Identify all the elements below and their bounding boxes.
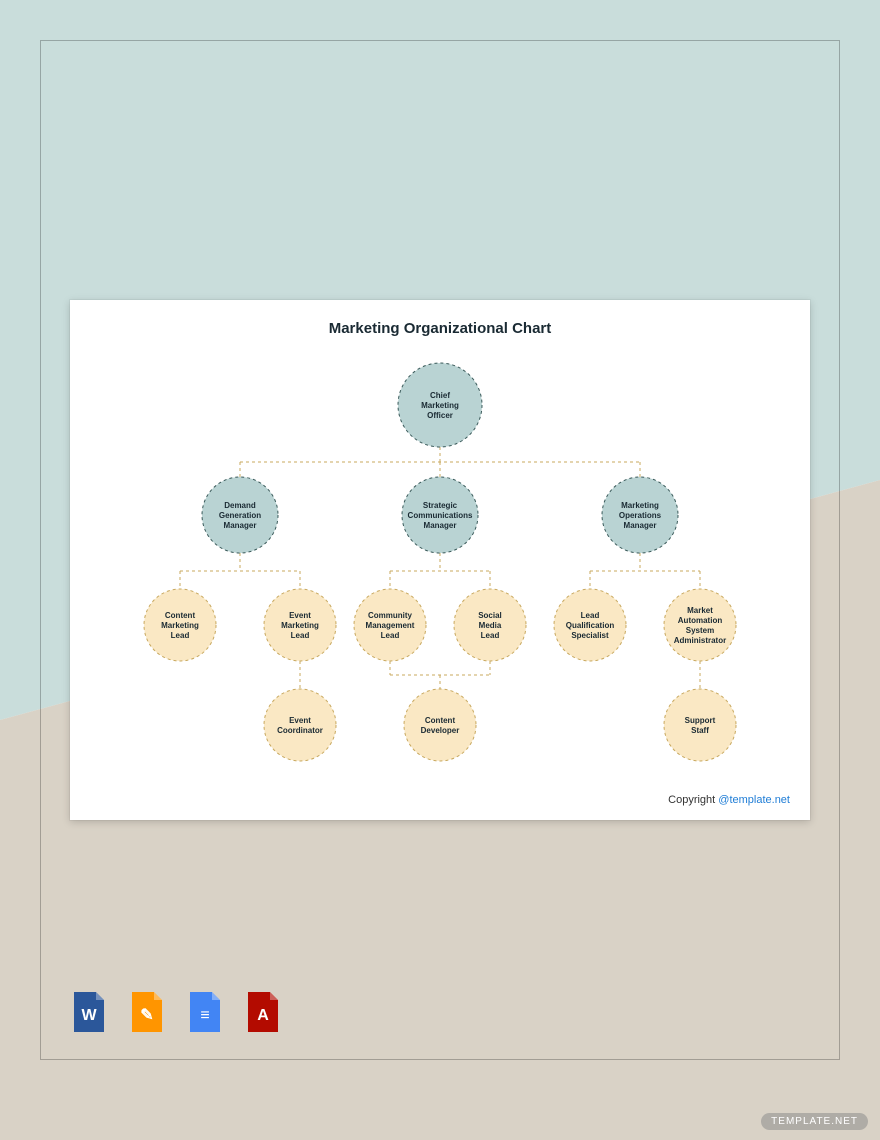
svg-text:Lead: Lead: [291, 631, 310, 640]
word-icon: W: [70, 990, 108, 1034]
svg-text:Content: Content: [425, 716, 456, 725]
svg-text:Specialist: Specialist: [571, 631, 609, 640]
svg-text:Lead: Lead: [481, 631, 500, 640]
svg-text:Lead: Lead: [581, 611, 600, 620]
node-strat-comm-mgr: StrategicCommunicationsManager: [402, 477, 478, 553]
svg-text:Administrator: Administrator: [674, 636, 726, 645]
svg-text:Manager: Manager: [224, 521, 257, 530]
svg-text:Operations: Operations: [619, 511, 662, 520]
svg-text:Market: Market: [687, 606, 713, 615]
svg-text:Support: Support: [685, 716, 716, 725]
node-mkt-ops-mgr: MarketingOperationsManager: [602, 477, 678, 553]
node-social-media-lead: SocialMediaLead: [454, 589, 526, 661]
svg-text:≡: ≡: [200, 1007, 209, 1024]
chart-title: Marketing Organizational Chart: [70, 320, 810, 337]
svg-text:Marketing: Marketing: [621, 501, 659, 510]
svg-text:Event: Event: [289, 716, 311, 725]
pdf-icon: A: [244, 990, 282, 1034]
gdocs-icon: ≡: [186, 990, 224, 1034]
node-lead-qual-specialist: LeadQualificationSpecialist: [554, 589, 626, 661]
svg-text:Officer: Officer: [427, 411, 453, 420]
node-support-staff: SupportStaff: [664, 689, 736, 761]
chart-card: Marketing Organizational Chart ChiefMark…: [70, 300, 810, 820]
svg-text:Marketing: Marketing: [421, 401, 459, 410]
svg-text:Developer: Developer: [421, 726, 460, 735]
svg-text:Generation: Generation: [219, 511, 261, 520]
watermark-badge: TEMPLATE.NET: [761, 1113, 868, 1130]
svg-text:Chief: Chief: [430, 391, 450, 400]
node-content-mkt-lead: ContentMarketingLead: [144, 589, 216, 661]
node-content-developer: ContentDeveloper: [404, 689, 476, 761]
svg-text:Staff: Staff: [691, 726, 709, 735]
svg-text:✎: ✎: [140, 1007, 153, 1024]
svg-text:Coordinator: Coordinator: [277, 726, 323, 735]
svg-text:Communications: Communications: [408, 511, 473, 520]
node-event-mkt-lead: EventMarketingLead: [264, 589, 336, 661]
svg-text:Strategic: Strategic: [423, 501, 458, 510]
svg-text:Marketing: Marketing: [281, 621, 319, 630]
node-demand-gen-mgr: DemandGenerationManager: [202, 477, 278, 553]
svg-text:Social: Social: [478, 611, 502, 620]
node-event-coordinator: EventCoordinator: [264, 689, 336, 761]
svg-text:Qualification: Qualification: [566, 621, 615, 630]
node-community-mgmt-lead: CommunityManagementLead: [354, 589, 426, 661]
svg-text:W: W: [81, 1007, 97, 1024]
copyright-link[interactable]: @template.net: [718, 794, 790, 806]
svg-text:Content: Content: [165, 611, 196, 620]
svg-text:Community: Community: [368, 611, 413, 620]
node-mkt-auto-admin: MarketAutomationSystemAdministrator: [664, 589, 736, 661]
svg-text:Manager: Manager: [424, 521, 457, 530]
svg-text:A: A: [257, 1007, 269, 1024]
svg-text:Marketing: Marketing: [161, 621, 199, 630]
node-cmo: ChiefMarketingOfficer: [398, 363, 482, 447]
svg-text:Manager: Manager: [624, 521, 657, 530]
svg-text:Demand: Demand: [224, 501, 256, 510]
copyright: Copyright @template.net: [668, 794, 790, 806]
svg-text:Lead: Lead: [381, 631, 400, 640]
svg-text:Management: Management: [366, 621, 415, 630]
svg-text:System: System: [686, 626, 714, 635]
file-type-icons: W ✎ ≡ A: [70, 990, 282, 1034]
svg-text:Lead: Lead: [171, 631, 190, 640]
svg-text:Media: Media: [479, 621, 502, 630]
svg-text:Automation: Automation: [678, 616, 723, 625]
copyright-text: Copyright: [668, 794, 718, 806]
pages-icon: ✎: [128, 990, 166, 1034]
svg-text:Event: Event: [289, 611, 311, 620]
org-chart: ChiefMarketingOfficerDemandGenerationMan…: [70, 350, 810, 770]
